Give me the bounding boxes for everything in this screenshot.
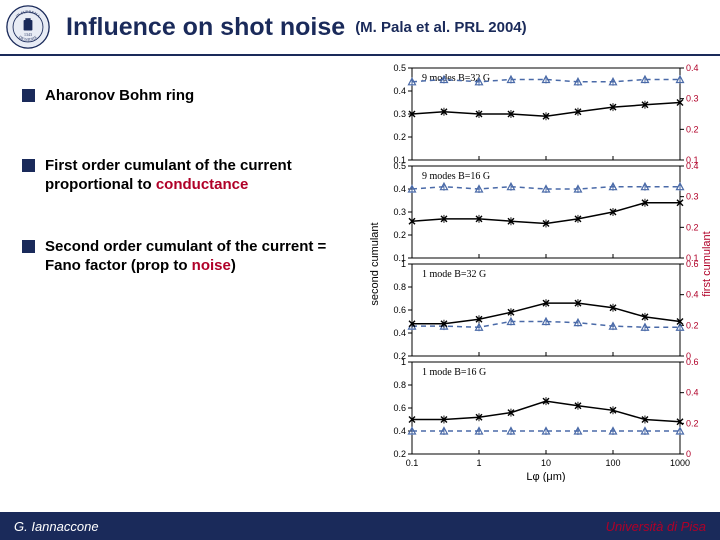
svg-text:1: 1 <box>401 259 406 269</box>
svg-text:0.2: 0.2 <box>686 418 699 428</box>
university-seal-icon: IN SUPREMA DIGNITATE 1343 <box>6 5 50 49</box>
svg-text:first cumulant: first cumulant <box>701 231 713 296</box>
author-name: G. Iannaccone <box>14 519 99 534</box>
svg-text:Lφ (μm): Lφ (μm) <box>526 471 565 482</box>
svg-text:0.5: 0.5 <box>393 63 406 73</box>
svg-text:0.6: 0.6 <box>686 259 699 269</box>
svg-text:0.4: 0.4 <box>393 86 406 96</box>
svg-text:0.1: 0.1 <box>406 458 419 468</box>
svg-text:1: 1 <box>401 357 406 367</box>
svg-text:0.3: 0.3 <box>393 207 406 217</box>
svg-text:0.4: 0.4 <box>686 161 699 171</box>
svg-text:0.2: 0.2 <box>393 132 406 142</box>
svg-text:1 mode B=32 G: 1 mode B=32 G <box>422 269 486 280</box>
svg-text:0.4: 0.4 <box>393 426 406 436</box>
svg-text:second cumulant: second cumulant <box>369 222 381 305</box>
svg-text:0.4: 0.4 <box>393 328 406 338</box>
svg-text:0.4: 0.4 <box>686 290 699 300</box>
slide-title: Influence on shot noise <box>66 13 345 42</box>
bullet-list: Aharonov Bohm ring First order cumulant o… <box>22 86 332 276</box>
bullet-item: First order cumulant of the current prop… <box>22 156 332 195</box>
svg-text:0.4: 0.4 <box>393 184 406 194</box>
svg-text:9 modes B=32 G: 9 modes B=32 G <box>422 73 490 84</box>
svg-text:1: 1 <box>476 458 481 468</box>
cumulant-chart: 0.10.20.30.40.50.10.20.30.49 modes B=32 … <box>364 62 714 482</box>
svg-text:0.8: 0.8 <box>393 380 406 390</box>
svg-text:1343: 1343 <box>24 32 32 37</box>
svg-text:0.2: 0.2 <box>393 449 406 459</box>
svg-text:0.8: 0.8 <box>393 282 406 292</box>
svg-text:0.6: 0.6 <box>393 305 406 315</box>
svg-text:0.2: 0.2 <box>686 124 699 134</box>
svg-text:0.6: 0.6 <box>393 403 406 413</box>
svg-text:0.2: 0.2 <box>686 320 699 330</box>
svg-text:10: 10 <box>541 458 551 468</box>
bullet-item: Second order cumulant of the current = F… <box>22 237 332 276</box>
svg-text:0.3: 0.3 <box>686 192 699 202</box>
svg-text:0.6: 0.6 <box>686 357 699 367</box>
university-name: Università di Pisa <box>606 519 706 534</box>
svg-text:0.5: 0.5 <box>393 161 406 171</box>
svg-text:1000: 1000 <box>670 458 690 468</box>
citation: (M. Pala et al. PRL 2004) <box>355 19 526 36</box>
svg-text:100: 100 <box>605 458 620 468</box>
svg-text:0.4: 0.4 <box>686 388 699 398</box>
svg-text:0.4: 0.4 <box>686 63 699 73</box>
bullet-item: Aharonov Bohm ring <box>22 86 332 106</box>
svg-text:0.2: 0.2 <box>393 230 406 240</box>
svg-text:1 mode B=16 G: 1 mode B=16 G <box>422 367 486 378</box>
svg-text:9 modes B=16 G: 9 modes B=16 G <box>422 171 490 182</box>
svg-text:0.3: 0.3 <box>393 109 406 119</box>
svg-text:0.3: 0.3 <box>686 94 699 104</box>
slide-footer: G. Iannaccone Università di Pisa <box>0 512 720 540</box>
svg-text:0.2: 0.2 <box>686 222 699 232</box>
slide-header: IN SUPREMA DIGNITATE 1343 Influence on s… <box>0 0 720 56</box>
